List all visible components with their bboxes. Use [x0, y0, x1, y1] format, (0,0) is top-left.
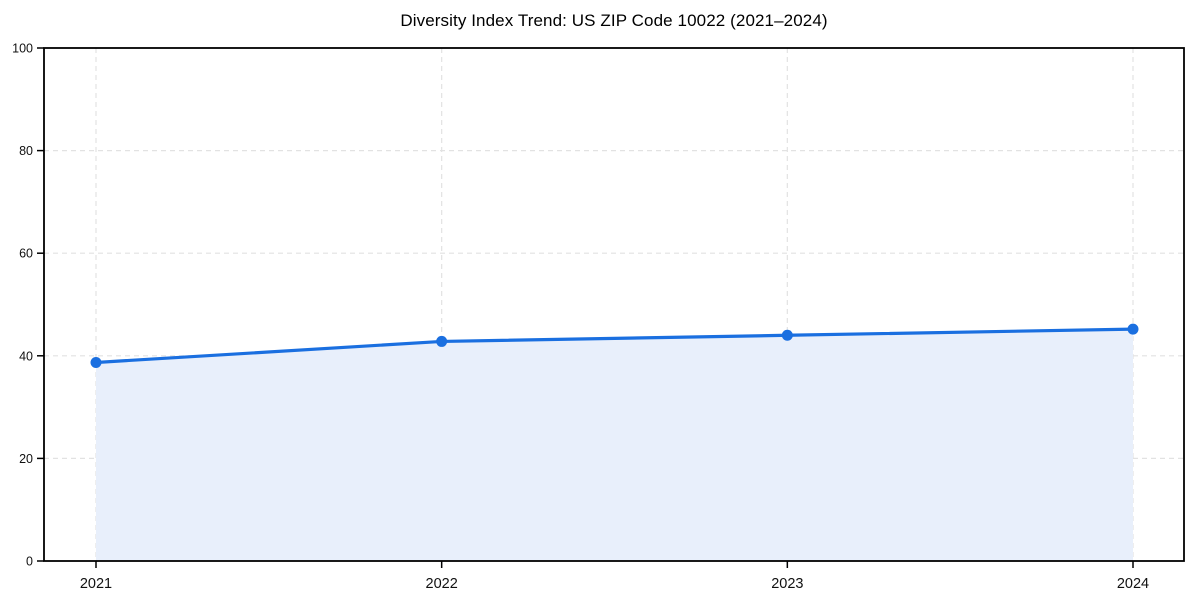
- y-tick-label-100: 100: [12, 42, 33, 56]
- trend-line: [94, 327, 1135, 365]
- area-fill: [96, 329, 1133, 561]
- plot-border: [43, 47, 1185, 562]
- y-tick-label-0: 0: [26, 555, 33, 569]
- y-tick-label-40: 40: [19, 349, 33, 363]
- data-point-2024: [1127, 323, 1139, 335]
- y-tick-label-20: 20: [19, 452, 33, 466]
- data-point-2023: [781, 329, 793, 341]
- x-tick-label-2023: 2023: [771, 576, 803, 592]
- chart-title: Diversity Index Trend: US ZIP Code 10022…: [400, 11, 828, 30]
- data-point-2021: [90, 356, 102, 368]
- x-tick-label-2022: 2022: [426, 576, 458, 592]
- y-tick-label-80: 80: [19, 144, 33, 158]
- x-tick-label-2024: 2024: [1117, 576, 1149, 592]
- x-tick-label-2021: 2021: [80, 576, 112, 592]
- data-point-2022: [436, 335, 448, 347]
- y-tick-label-60: 60: [19, 247, 33, 261]
